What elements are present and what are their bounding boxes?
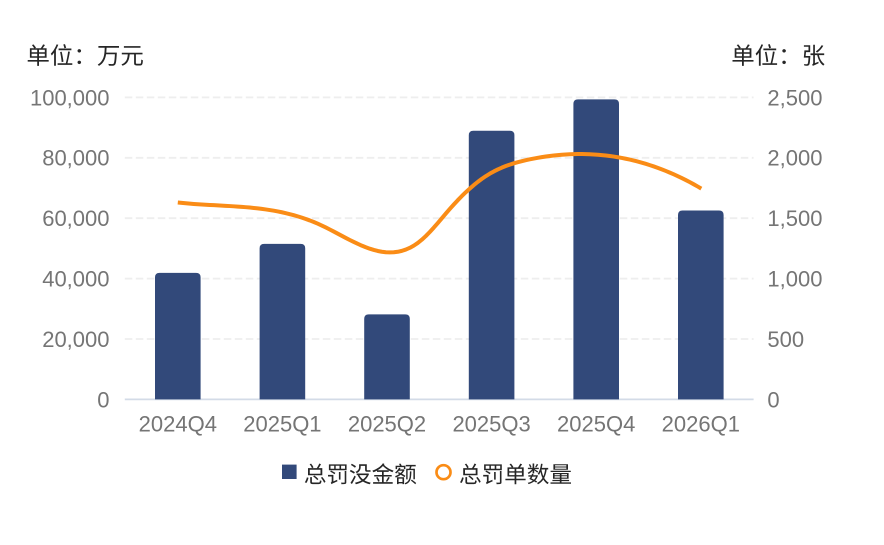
- svg-text:1,000: 1,000: [767, 267, 822, 292]
- svg-text:0: 0: [97, 387, 109, 412]
- svg-text:2,000: 2,000: [767, 146, 822, 171]
- svg-text:2024Q4: 2024Q4: [139, 412, 217, 437]
- svg-text:2,500: 2,500: [767, 85, 822, 110]
- svg-text:0: 0: [767, 387, 779, 412]
- svg-text:60,000: 60,000: [42, 206, 109, 231]
- svg-text:2025Q2: 2025Q2: [348, 412, 426, 437]
- svg-text:2025Q4: 2025Q4: [557, 412, 635, 437]
- svg-text:2026Q1: 2026Q1: [662, 412, 740, 437]
- svg-text:20,000: 20,000: [42, 327, 109, 352]
- svg-text:1,500: 1,500: [767, 206, 822, 231]
- svg-text:40,000: 40,000: [42, 267, 109, 292]
- svg-text:100,000: 100,000: [30, 85, 110, 110]
- svg-text:500: 500: [767, 327, 804, 352]
- svg-text:80,000: 80,000: [42, 146, 109, 171]
- svg-text:2025Q1: 2025Q1: [243, 412, 321, 437]
- svg-text:2025Q3: 2025Q3: [452, 412, 530, 437]
